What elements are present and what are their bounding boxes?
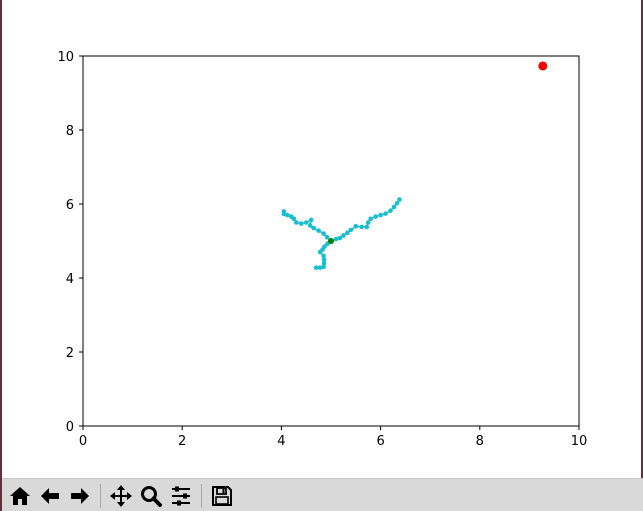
x-tick-label: 6 bbox=[376, 434, 384, 449]
path-point bbox=[317, 265, 323, 270]
path-point bbox=[337, 235, 343, 241]
path-point bbox=[317, 249, 323, 255]
x-tick-label: 2 bbox=[178, 434, 186, 449]
path-point bbox=[333, 236, 339, 242]
configure-subplots-button[interactable] bbox=[168, 483, 194, 509]
y-tick-label: 6 bbox=[66, 198, 74, 213]
path-point bbox=[324, 235, 330, 240]
path-point bbox=[388, 208, 393, 213]
toolbar-separator bbox=[100, 484, 101, 508]
home-icon bbox=[10, 487, 30, 505]
y-tick-label: 10 bbox=[57, 50, 74, 65]
path-point bbox=[353, 223, 359, 229]
path-point bbox=[345, 230, 350, 236]
y-tick-label: 4 bbox=[66, 272, 74, 287]
x-axis: 0 2 4 6 8 10 bbox=[79, 426, 587, 449]
y-axis: 0 2 4 6 8 10 bbox=[57, 50, 83, 435]
path-point bbox=[298, 221, 304, 226]
path-point bbox=[285, 212, 290, 218]
pan-button[interactable] bbox=[108, 483, 134, 509]
path-point bbox=[289, 214, 294, 219]
back-button[interactable] bbox=[37, 483, 63, 509]
path-point bbox=[311, 225, 316, 231]
path-point bbox=[368, 216, 373, 222]
path-point bbox=[365, 220, 371, 225]
path-point bbox=[281, 209, 287, 214]
path-point bbox=[394, 200, 400, 206]
plot-canvas[interactable]: 0 2 4 6 8 10 0 2 4 6 8 10 bbox=[2, 0, 643, 478]
path-point bbox=[341, 233, 346, 238]
toolbar-separator bbox=[201, 484, 202, 508]
path-point bbox=[321, 231, 326, 236]
path-point bbox=[321, 260, 327, 266]
path-point bbox=[321, 253, 326, 259]
x-tick-label: 10 bbox=[571, 434, 588, 449]
move-icon bbox=[110, 485, 132, 507]
y-tick-label: 8 bbox=[66, 124, 74, 139]
path-point bbox=[316, 228, 321, 233]
path-point bbox=[303, 220, 309, 225]
path-point bbox=[391, 204, 397, 210]
path-point bbox=[293, 220, 299, 225]
path-point bbox=[364, 224, 370, 230]
axes-frame bbox=[82, 55, 580, 427]
path-point bbox=[348, 227, 354, 233]
y-tick-label: 2 bbox=[66, 346, 74, 361]
x-tick-label: 0 bbox=[79, 434, 87, 449]
zoom-button[interactable] bbox=[138, 483, 164, 509]
x-tick-label: 4 bbox=[277, 434, 285, 449]
sliders-icon bbox=[172, 486, 190, 506]
navigation-toolbar bbox=[2, 478, 643, 511]
path-point bbox=[383, 211, 388, 216]
path-point bbox=[307, 223, 313, 228]
path-point bbox=[373, 214, 378, 219]
path-point bbox=[321, 264, 326, 270]
path-point bbox=[313, 265, 319, 270]
path-point bbox=[397, 197, 402, 202]
y-tick-label: 0 bbox=[66, 420, 74, 435]
forward-button[interactable] bbox=[67, 483, 93, 509]
x-tick-label: 8 bbox=[476, 434, 484, 449]
home-button[interactable] bbox=[7, 483, 33, 509]
path-point bbox=[359, 224, 365, 230]
save-button[interactable] bbox=[209, 483, 235, 509]
target-point bbox=[538, 61, 548, 71]
plot-marks bbox=[281, 61, 548, 270]
path-point bbox=[321, 257, 327, 262]
magnifier-icon bbox=[141, 486, 162, 507]
path-point bbox=[308, 217, 314, 223]
arrow-right-icon bbox=[71, 488, 89, 504]
path-point bbox=[378, 212, 383, 218]
arrow-left-icon bbox=[41, 488, 59, 504]
start-point bbox=[328, 238, 334, 244]
floppy-disk-icon bbox=[212, 486, 232, 506]
